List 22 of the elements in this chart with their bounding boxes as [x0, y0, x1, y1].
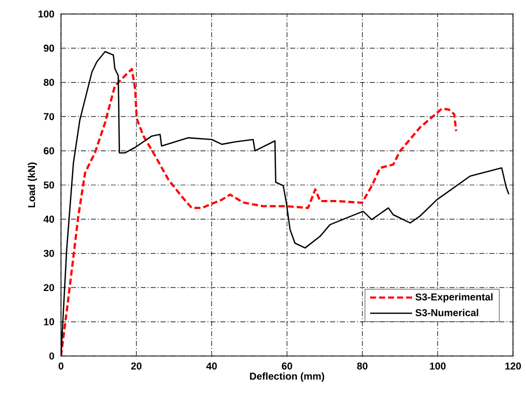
x-tick-label: 120 [505, 362, 521, 370]
y-tick-label: 10 [44, 318, 54, 326]
y-tick-label: 20 [44, 284, 54, 292]
x-tick-label: 100 [430, 362, 446, 370]
x-tick-label: 0 [58, 362, 64, 370]
y-tick-label: 70 [44, 113, 54, 120]
x-tick-label: 20 [131, 362, 142, 370]
y-tick-label: 80 [44, 78, 54, 86]
legend-label: S3-Experimental [415, 293, 493, 302]
x-axis-title: Deflection (mm) [250, 372, 324, 382]
y-tick-label: 40 [44, 216, 54, 223]
y-tick-label: 30 [44, 250, 54, 257]
y-tick-label: 90 [44, 44, 54, 52]
x-tick-label: 80 [357, 362, 368, 370]
legend-label: S3-Numerical [415, 308, 478, 316]
x-tick-label: 60 [282, 362, 292, 370]
y-tick-label: 60 [44, 147, 54, 154]
x-tick-label: 40 [206, 362, 217, 370]
y-tick-label: 50 [44, 181, 54, 189]
y-tick-label: 0 [49, 352, 54, 360]
y-axis-title: Load (kN) [28, 162, 38, 208]
y-tick-label: 100 [38, 10, 54, 18]
